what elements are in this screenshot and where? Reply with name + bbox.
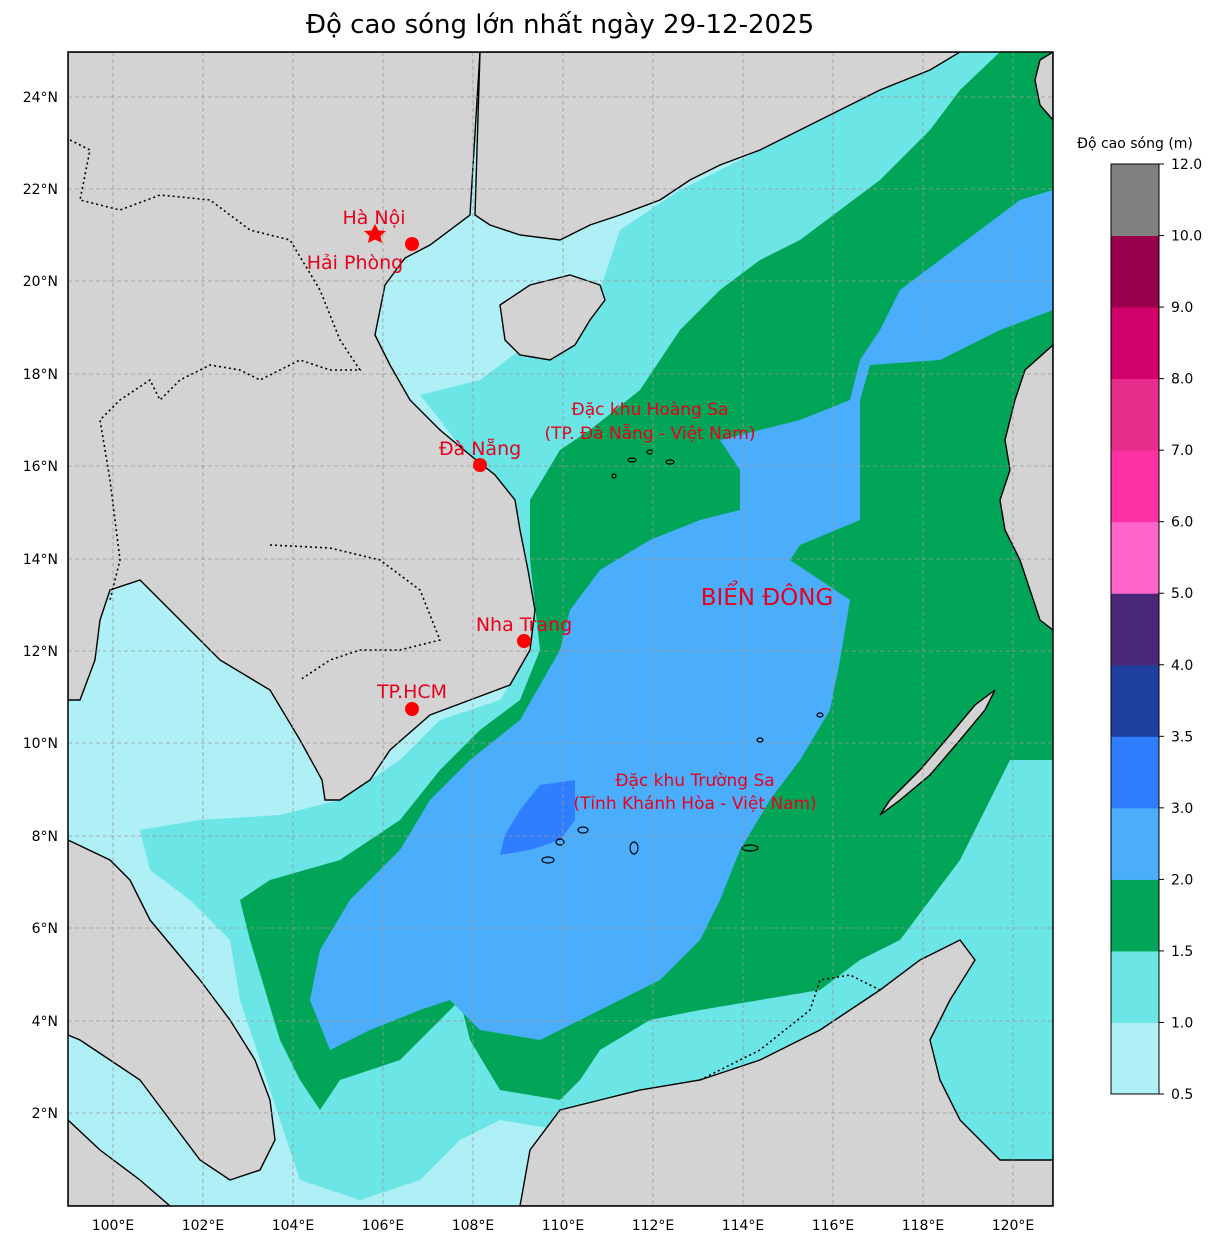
lat-tick: 8°N	[32, 829, 58, 845]
colorbar-tick-label: 5.0	[1171, 586, 1193, 602]
land-indochina	[68, 52, 536, 801]
colorbar-segment	[1111, 950, 1159, 1023]
colorbar-tick-label: 2.0	[1171, 872, 1193, 888]
colorbar-tick-label: 10.0	[1171, 229, 1202, 245]
lat-tick: 16°N	[23, 459, 58, 475]
colorbar-segment	[1111, 879, 1159, 952]
colorbar-segment	[1111, 736, 1159, 809]
lon-tick: 120°E	[992, 1218, 1035, 1234]
lat-tick: 20°N	[23, 274, 58, 290]
land-malay-peninsula	[68, 839, 276, 1181]
national-border	[69, 139, 881, 1081]
lon-tick: 102°E	[182, 1218, 225, 1234]
lon-tick: 106°E	[362, 1218, 405, 1234]
land-taiwan	[1034, 52, 1053, 122]
lon-tick: 112°E	[632, 1218, 675, 1234]
lon-tick: 108°E	[452, 1218, 495, 1234]
colorbar-segment	[1111, 593, 1159, 666]
sea-name-label: BIỂN ĐÔNG	[701, 581, 834, 611]
land-sumatra	[68, 1119, 172, 1206]
colorbar-tick-label: 9.0	[1171, 300, 1193, 316]
graticule	[68, 52, 1053, 1206]
colorbar-tick-label: 3.0	[1171, 801, 1193, 817]
lat-tick: 6°N	[32, 921, 58, 937]
colorbar-tick-label: 12.0	[1171, 157, 1202, 173]
region-labels: Đặc khu Hoàng Sa (TP. Đà Nẵng - Việt Nam…	[545, 400, 834, 814]
spratly-islands	[541, 712, 824, 864]
city-labels: Hà Nội Hải Phòng Đà Nẵng Nha Trang TP.HC…	[307, 207, 572, 703]
lon-tick: 100°E	[92, 1218, 135, 1234]
lat-tick: 10°N	[23, 736, 58, 752]
colorbar-tick-label: 1.0	[1171, 1015, 1193, 1031]
colorbar-tick-label: 7.0	[1171, 443, 1193, 459]
colorbar-segment	[1111, 807, 1159, 880]
colorbar-tick-label: 8.0	[1171, 372, 1193, 388]
truong-sa-sublabel: (Tỉnh Khánh Hòa - Việt Nam)	[573, 794, 816, 814]
colorbar-segment	[1111, 1022, 1159, 1095]
lon-tick: 118°E	[902, 1218, 945, 1234]
city-label-danang: Đà Nẵng	[439, 437, 521, 460]
city-markers	[364, 224, 531, 716]
colorbar-tick-label: 1.5	[1171, 944, 1193, 960]
lon-tick: 104°E	[272, 1218, 315, 1234]
colorbar-title: Độ cao sóng (m)	[1077, 136, 1193, 152]
colorbar-segment	[1111, 450, 1159, 523]
colorbar-tick-label: 3.5	[1171, 729, 1193, 745]
lat-tick: 14°N	[23, 552, 58, 568]
city-label-haiphong: Hải Phòng	[307, 252, 403, 274]
colorbar-tick-label: 0.5	[1171, 1087, 1193, 1103]
truong-sa-label: Đặc khu Trường Sa	[615, 771, 774, 791]
lat-tick: 12°N	[23, 644, 58, 660]
city-label-nhatrang: Nha Trang	[476, 614, 572, 636]
hoang-sa-label: Đặc khu Hoàng Sa	[572, 400, 729, 420]
lat-tick: 24°N	[23, 90, 58, 106]
colorbar-segment	[1111, 664, 1159, 737]
colorbar-segment	[1111, 235, 1159, 308]
land-south-china	[474, 52, 962, 241]
colorbar-segment	[1111, 378, 1159, 451]
lat-tick-labels: 24°N 22°N 20°N 18°N 16°N 14°N 12°N 10°N …	[23, 90, 58, 1122]
land-hainan	[499, 274, 606, 361]
map-frame	[67, 51, 1054, 1207]
lat-tick: 18°N	[23, 367, 58, 383]
colorbar-tick-label: 4.0	[1171, 658, 1193, 674]
lon-tick-labels: 100°E 102°E 104°E 106°E 108°E 110°E 112°…	[92, 1218, 1035, 1234]
colorbar-segment	[1111, 164, 1159, 237]
hanoi-star-icon	[364, 224, 386, 243]
lon-tick: 110°E	[542, 1218, 585, 1234]
nhatrang-marker	[517, 634, 531, 648]
colorbar-blocks	[1111, 164, 1159, 1095]
colorbar-segment	[1111, 521, 1159, 594]
haiphong-marker	[405, 237, 419, 251]
danang-marker	[473, 458, 487, 472]
tphcm-marker	[405, 702, 419, 716]
city-label-hanoi: Hà Nội	[342, 207, 405, 229]
colorbar-frame	[1110, 163, 1160, 1095]
lon-tick: 114°E	[722, 1218, 765, 1234]
colorbar-tick-label: 6.0	[1171, 515, 1193, 531]
colorbar-ticks: 0.5 1.0 1.5 2.0 3.0 3.5 4.0 5.0 6.0 7.0 8.0 9.0 10.0…	[1159, 157, 1202, 1103]
city-label-tphcm: TP.HCM	[376, 681, 447, 703]
lat-tick: 2°N	[32, 1106, 58, 1122]
wave-band-2-0	[310, 190, 1053, 1050]
colorbar-segment	[1111, 307, 1159, 380]
map-title: Độ cao sóng lớn nhất ngày 29-12-2025	[305, 10, 815, 40]
land-palawan	[879, 689, 996, 816]
lon-tick: 116°E	[812, 1218, 855, 1234]
lat-tick: 22°N	[23, 182, 58, 198]
lat-tick: 4°N	[32, 1014, 58, 1030]
hoang-sa-sublabel: (TP. Đà Nẵng - Việt Nam)	[545, 423, 756, 444]
colorbar: Độ cao sóng (m) 0.5 1.0 1.5 2.0 3.0 3.5 4.0 5.0…	[1077, 136, 1202, 1103]
map-content	[68, 52, 1053, 1206]
